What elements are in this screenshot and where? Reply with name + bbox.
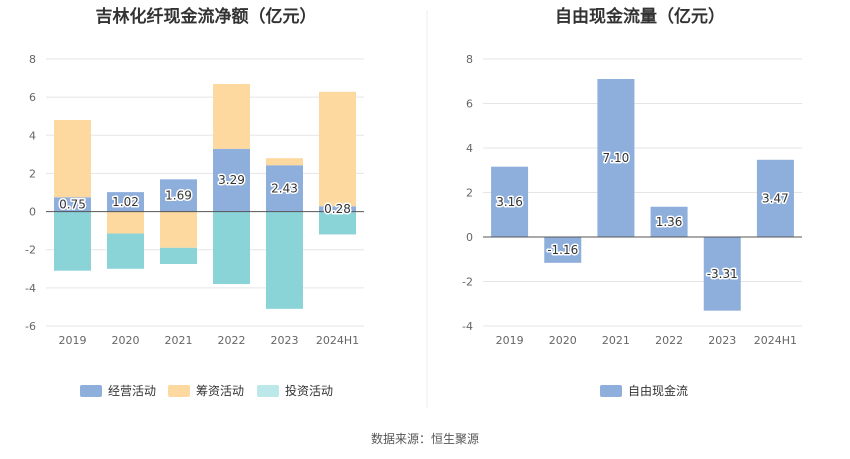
y-tick-label: 4 [466,142,473,155]
bar-investing [54,211,91,271]
x-tick-label: 2024H1 [316,334,359,347]
legend-label: 经营活动 [108,384,156,398]
legend-label: 筹资活动 [196,384,244,398]
x-tick-label: 2019 [496,334,524,347]
bar-investing [319,211,356,235]
bar-financing [107,211,144,234]
y-tick-label: 2 [466,187,473,200]
bar-financing [319,91,356,207]
y-tick-label: 6 [466,98,473,111]
chart-title: 吉林化纤现金流净额（亿元） [96,6,317,27]
bar-free-cash-flow [650,206,688,237]
x-tick-label: 2022 [655,334,683,347]
x-tick-label: 2021 [602,334,630,347]
y-tick-label: 0 [29,206,36,219]
legend-swatch [257,385,279,397]
bar-financing [160,211,197,248]
bar-operating [160,179,197,212]
data-label: 1.02 [112,195,139,209]
data-label: 0.75 [59,197,86,211]
data-label: 0.28 [324,202,351,216]
bar-investing [266,211,303,309]
y-tick-label: 8 [466,53,473,66]
data-label: 3.47 [762,191,789,205]
legend-swatch [600,385,622,397]
bar-financing [54,120,91,198]
bar-operating [54,197,91,212]
bar-operating [213,148,250,212]
y-tick-label: -6 [25,320,36,333]
y-tick-label: 8 [29,53,36,66]
x-tick-label: 2023 [708,334,736,347]
legend-label: 自由现金流 [628,383,688,398]
data-source: 数据来源：恒生聚源 [371,431,479,446]
data-label: 1.36 [656,215,683,229]
y-tick-label: 2 [29,167,36,180]
bar-investing [160,247,197,265]
y-tick-label: -2 [462,276,473,289]
x-tick-label: 2020 [112,334,140,347]
data-label: 3.16 [496,195,523,209]
legend-swatch [168,385,190,397]
bar-operating [266,165,303,212]
data-label: 1.69 [165,188,192,202]
bar-investing [107,233,144,269]
chart-title: 自由现金流量（亿元） [555,6,725,27]
x-tick-label: 2021 [165,334,193,347]
bar-free-cash-flow [597,79,635,238]
data-label: 3.29 [218,173,245,187]
bar-operating [107,192,144,212]
data-label: -1.16 [547,243,578,257]
bar-free-cash-flow [703,237,741,311]
left-chart-net-cash-flow: 吉林化纤现金流净额（亿元） -6 -4 -2 0 2 4 6 8 0.75 1.02 1.69 3.29… [25,6,364,398]
bar-financing [266,158,303,166]
bar-free-cash-flow [544,237,582,263]
x-tick-label: 2024H1 [754,334,797,347]
x-tick-label: 2022 [218,334,246,347]
right-chart-free-cash-flow: 自由现金流量（亿元） -4 -2 0 2 4 6 8 3.16 -1.16 7.10 1.36 -3.3… [462,6,802,398]
data-label: 7.10 [603,151,630,165]
data-label: 2.43 [271,181,298,195]
bar-free-cash-flow [491,166,529,237]
legend-label: 投资活动 [285,383,333,398]
x-tick-label: 2019 [59,334,87,347]
x-tick-label: 2020 [549,334,577,347]
bar-financing [213,83,250,149]
y-tick-label: -4 [462,320,473,333]
bar-operating [319,206,356,212]
bar-investing [213,211,250,285]
x-tick-label: 2023 [271,334,299,347]
y-tick-label: 6 [29,91,36,104]
legend-swatch [80,385,102,397]
data-label: -3.31 [707,267,738,281]
y-tick-label: 0 [466,231,473,244]
y-tick-label: -2 [25,244,36,257]
y-tick-label: 4 [29,129,36,142]
bar-free-cash-flow [756,159,794,237]
y-tick-label: -4 [25,282,36,295]
